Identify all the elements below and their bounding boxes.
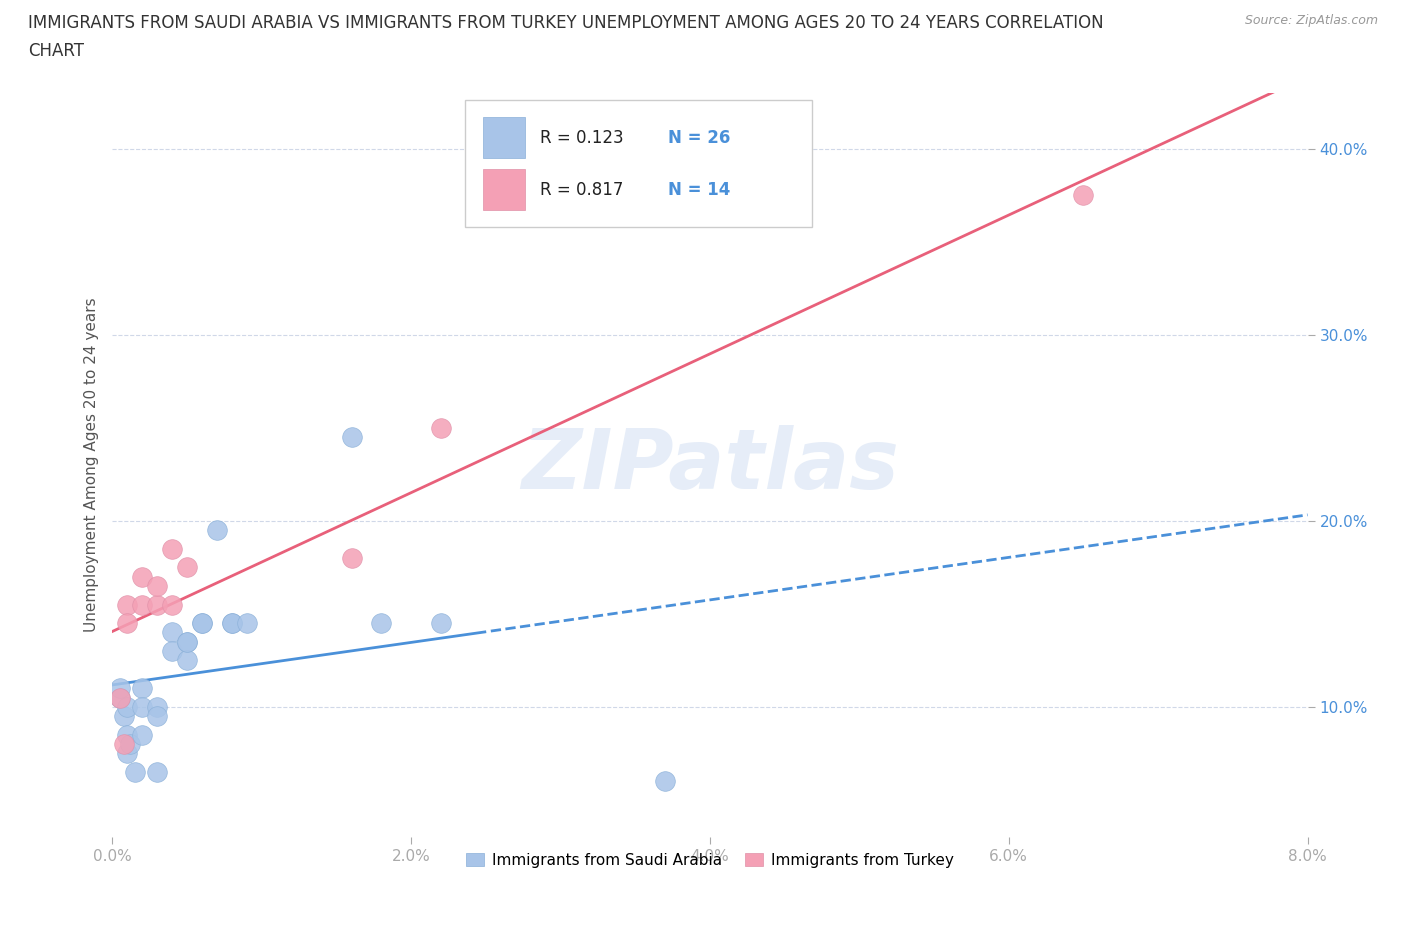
Point — [124, 764, 146, 779]
Point — [117, 727, 139, 742]
Text: CHART: CHART — [28, 42, 84, 60]
Text: ZIPatlas: ZIPatlas — [522, 424, 898, 506]
Point — [146, 709, 169, 724]
FancyBboxPatch shape — [484, 169, 524, 210]
Point — [146, 699, 169, 714]
Legend: Immigrants from Saudi Arabia, Immigrants from Turkey: Immigrants from Saudi Arabia, Immigrants… — [460, 847, 960, 874]
Point — [146, 764, 169, 779]
Point — [108, 690, 131, 705]
Text: N = 26: N = 26 — [668, 128, 731, 147]
Point — [162, 644, 183, 658]
Point — [162, 597, 183, 612]
Point — [108, 690, 131, 705]
Text: Source: ZipAtlas.com: Source: ZipAtlas.com — [1244, 14, 1378, 27]
Point — [131, 597, 153, 612]
Point — [117, 597, 139, 612]
Point — [221, 616, 243, 631]
Point — [370, 616, 392, 631]
Point — [114, 709, 135, 724]
Point — [146, 578, 169, 593]
Text: R = 0.817: R = 0.817 — [540, 180, 624, 199]
Point — [131, 727, 153, 742]
FancyBboxPatch shape — [465, 100, 811, 227]
Point — [191, 616, 214, 631]
Point — [146, 597, 169, 612]
Point — [430, 616, 453, 631]
Point — [340, 430, 363, 445]
Point — [120, 737, 142, 751]
Point — [131, 569, 153, 584]
Point — [162, 625, 183, 640]
Point — [117, 699, 139, 714]
Y-axis label: Unemployment Among Ages 20 to 24 years: Unemployment Among Ages 20 to 24 years — [83, 298, 98, 632]
Point — [191, 616, 214, 631]
Point — [108, 681, 131, 696]
Point — [340, 551, 363, 565]
Point — [654, 774, 676, 789]
Point — [114, 737, 135, 751]
Point — [176, 653, 198, 668]
Point — [176, 634, 198, 649]
Text: R = 0.123: R = 0.123 — [540, 128, 624, 147]
Point — [236, 616, 259, 631]
Point — [221, 616, 243, 631]
Text: N = 14: N = 14 — [668, 180, 731, 199]
Point — [205, 523, 228, 538]
Point — [131, 681, 153, 696]
Point — [1073, 188, 1095, 203]
Point — [176, 634, 198, 649]
Point — [117, 746, 139, 761]
Point — [176, 560, 198, 575]
Point — [430, 420, 453, 435]
Text: IMMIGRANTS FROM SAUDI ARABIA VS IMMIGRANTS FROM TURKEY UNEMPLOYMENT AMONG AGES 2: IMMIGRANTS FROM SAUDI ARABIA VS IMMIGRAN… — [28, 14, 1104, 32]
Point — [131, 699, 153, 714]
Point — [162, 541, 183, 556]
Point — [117, 616, 139, 631]
FancyBboxPatch shape — [484, 117, 524, 158]
